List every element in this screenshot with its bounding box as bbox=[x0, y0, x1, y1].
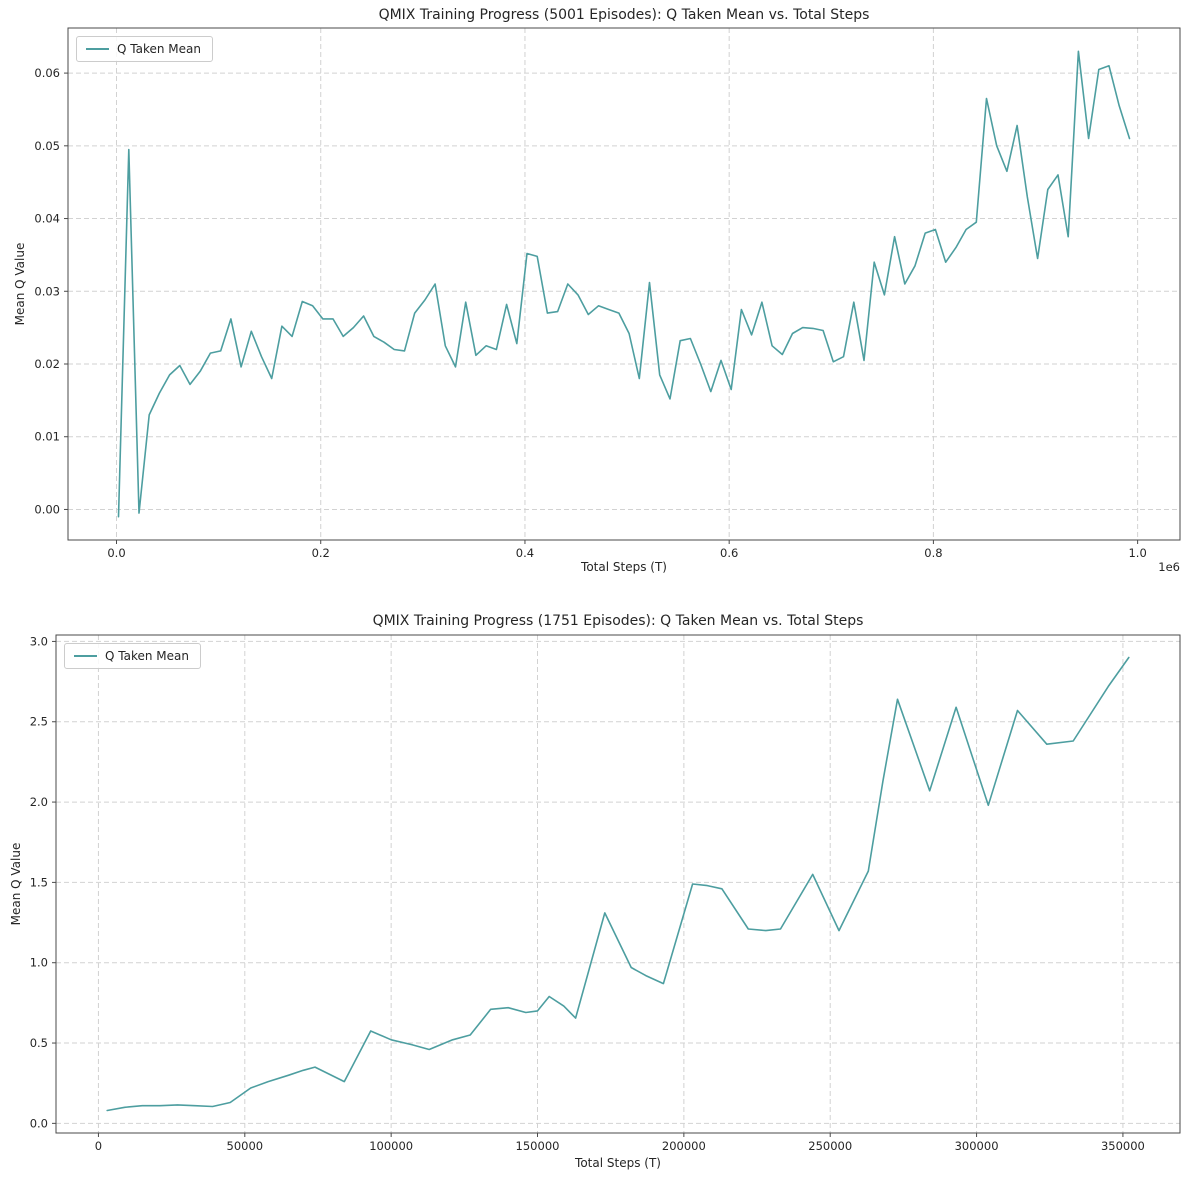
svg-text:300000: 300000 bbox=[955, 1139, 999, 1153]
svg-text:2.0: 2.0 bbox=[30, 795, 48, 809]
plot-area: 0 50000 100000 150000 200000 250000 300000 3500… bbox=[30, 634, 1181, 1153]
y-axis-label: Mean Q Value bbox=[13, 242, 27, 326]
svg-text:200000: 200000 bbox=[662, 1139, 706, 1153]
svg-text:1.5: 1.5 bbox=[30, 875, 48, 889]
svg-text:0.5: 0.5 bbox=[30, 1036, 48, 1050]
x-axis-label: Total Steps (T) bbox=[575, 1156, 661, 1170]
svg-text:150000: 150000 bbox=[516, 1139, 560, 1153]
svg-text:0.4: 0.4 bbox=[516, 546, 534, 560]
legend-line-swatch bbox=[74, 655, 97, 657]
svg-text:0.04: 0.04 bbox=[34, 212, 60, 226]
x-axis-offset-label: 1e6 bbox=[1158, 560, 1180, 574]
chart-title: QMIX Training Progress (1751 Episodes): … bbox=[372, 613, 864, 629]
svg-text:0.8: 0.8 bbox=[924, 546, 942, 560]
svg-text:0.03: 0.03 bbox=[34, 284, 60, 298]
legend-label: Q Taken Mean bbox=[105, 649, 189, 663]
svg-text:100000: 100000 bbox=[369, 1139, 413, 1153]
svg-text:1.0: 1.0 bbox=[30, 956, 48, 970]
svg-text:50000: 50000 bbox=[227, 1139, 264, 1153]
svg-text:0.01: 0.01 bbox=[34, 430, 60, 444]
legend-label: Q Taken Mean bbox=[117, 42, 201, 56]
svg-text:3.0: 3.0 bbox=[30, 634, 48, 648]
chart-panel-top: QMIX Training Progress (5001 Episodes): … bbox=[13, 7, 1181, 574]
svg-text:0.05: 0.05 bbox=[34, 139, 60, 153]
svg-text:0.00: 0.00 bbox=[34, 502, 60, 516]
svg-text:350000: 350000 bbox=[1101, 1139, 1145, 1153]
svg-text:0.6: 0.6 bbox=[720, 546, 738, 560]
svg-text:2.5: 2.5 bbox=[30, 715, 48, 729]
legend-box: Q Taken Mean bbox=[76, 36, 213, 62]
svg-text:0: 0 bbox=[95, 1139, 102, 1153]
svg-text:0.0: 0.0 bbox=[30, 1116, 48, 1130]
svg-text:0.06: 0.06 bbox=[34, 66, 60, 80]
svg-text:0.2: 0.2 bbox=[312, 546, 330, 560]
svg-text:250000: 250000 bbox=[808, 1139, 852, 1153]
x-axis-label: Total Steps (T) bbox=[581, 560, 667, 574]
chart-panel-bottom: QMIX Training Progress (1751 Episodes): … bbox=[0, 600, 1200, 1200]
svg-text:0.0: 0.0 bbox=[107, 546, 125, 560]
svg-text:1.0: 1.0 bbox=[1128, 546, 1146, 560]
y-axis-label: Mean Q Value bbox=[9, 842, 23, 926]
plot-area: 0.0 0.2 0.4 0.6 0.8 1.0 0.00 0.01 0.02 0.03 0.04 0.… bbox=[34, 27, 1181, 560]
svg-text:0.02: 0.02 bbox=[34, 357, 60, 371]
chart-title: QMIX Training Progress (5001 Episodes): … bbox=[378, 7, 870, 23]
legend-box: Q Taken Mean bbox=[64, 643, 201, 669]
legend-line-swatch bbox=[86, 48, 109, 50]
